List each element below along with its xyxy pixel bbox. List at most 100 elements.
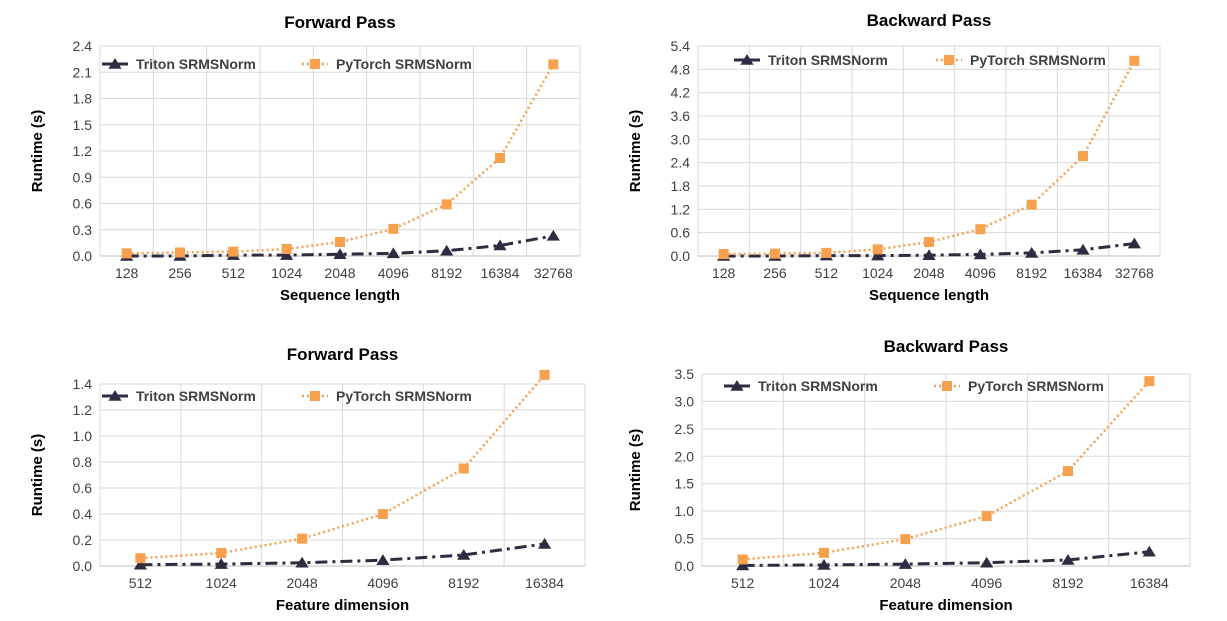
legend: Triton SRMSNorm PyTorch SRMSNorm (724, 378, 1104, 394)
pytorch-data-point (175, 247, 185, 258)
triton-data-point (440, 244, 454, 256)
pytorch-data-point (441, 199, 452, 210)
x-tick-label: 512 (731, 575, 755, 591)
triton-data-point (1127, 237, 1141, 249)
y-tick-label: 1.8 (73, 91, 93, 107)
pytorch-data-point (821, 247, 832, 258)
x-tick-label: 512 (129, 575, 153, 591)
pytorch-data-point (121, 248, 132, 259)
legend-marker-triton (108, 390, 122, 401)
y-tick-label: 2.4 (73, 38, 93, 54)
triton-data-point (537, 537, 552, 549)
y-tick-label: 4.2 (671, 85, 691, 101)
y-tick-label: 3.5 (675, 366, 695, 382)
chart-panel-2: 0.0 0.6 1.2 1.8 2.4 3.0 3.6 4.2 4.8 5.4 128 256 512 1… (627, 11, 1161, 304)
x-tick-label: 128 (712, 265, 736, 281)
y-axis-label: Runtime (s) (29, 110, 46, 193)
triton-data-point (1142, 545, 1156, 557)
triton-data-point (546, 229, 560, 241)
x-tick-label: 4096 (367, 575, 398, 591)
triton-data-point (280, 249, 294, 260)
y-tick-label: 1.2 (671, 201, 691, 217)
pytorch-data-point (1129, 55, 1140, 66)
pytorch-series-line (723, 60, 1136, 256)
x-tick-label: 8192 (1052, 575, 1083, 591)
x-tick-label: 128 (115, 265, 139, 281)
x-tick-label: 512 (815, 265, 839, 281)
x-axis-label: Sequence length (280, 287, 400, 304)
legend-label: Triton SRMSNorm (758, 378, 878, 394)
legend-label: Triton SRMSNorm (136, 388, 256, 404)
x-tick-label: 2048 (287, 575, 318, 591)
y-tick-label: 3.0 (675, 393, 695, 409)
y-tick-label: 1.0 (675, 503, 695, 519)
x-tick-label: 256 (168, 265, 192, 281)
x-tick-label: 16384 (1064, 265, 1103, 281)
pytorch-data-point (975, 224, 986, 235)
legend-marker-triton (740, 54, 754, 65)
legend: Triton SRMSNorm PyTorch SRMSNorm (734, 52, 1106, 68)
triton-data-point (295, 556, 309, 568)
triton-data-point (980, 556, 994, 568)
triton-series-line (140, 542, 545, 567)
pytorch-data-point (872, 244, 883, 255)
x-tick-label: 8192 (1016, 265, 1047, 281)
pytorch-data-point (900, 534, 911, 545)
x-tick-label: 8192 (448, 575, 479, 591)
triton-data-point (133, 558, 148, 570)
y-tick-label: 0.6 (73, 480, 93, 496)
x-axis-label: Feature dimension (276, 597, 409, 614)
chart-panel-1: 0.0 0.3 0.6 0.9 1.2 1.5 1.8 2.1 2.4 128 256 512 1024… (29, 13, 581, 304)
pytorch-data-point (718, 249, 729, 260)
triton-series-line (742, 550, 1150, 567)
pytorch-data-point (924, 237, 934, 247)
x-tick-label: 4096 (378, 265, 409, 281)
triton-data-point (457, 548, 471, 560)
legend-label: PyTorch SRMSNorm (968, 378, 1104, 394)
y-tick-label: 1.4 (73, 376, 93, 392)
triton-data-point (1076, 243, 1090, 255)
legend: Triton SRMSNorm PyTorch SRMSNorm (102, 56, 472, 72)
triton-data-point (922, 249, 936, 261)
triton-data-point (736, 559, 750, 571)
x-tick-label: 2048 (890, 575, 921, 591)
x-tick-label: 16384 (481, 265, 520, 281)
triton-series-line (126, 234, 554, 258)
pytorch-data-point (819, 547, 829, 558)
chart-title: Backward Pass (884, 337, 1009, 356)
y-tick-label: 0.0 (671, 248, 691, 264)
chart-title: Backward Pass (867, 11, 992, 30)
pytorch-data-point (335, 237, 345, 247)
x-tick-label: 16384 (525, 575, 564, 591)
y-tick-label: 0.8 (73, 454, 93, 470)
y-axis-label: Runtime (s) (627, 110, 644, 193)
pytorch-series-line (140, 374, 546, 560)
pytorch-data-point (458, 463, 469, 474)
y-tick-label: 0.0 (73, 558, 93, 574)
x-tick-label: 4096 (971, 575, 1002, 591)
legend-marker-pytorch (310, 391, 320, 401)
triton-data-point (386, 247, 400, 259)
x-tick-label: 2048 (913, 265, 944, 281)
y-tick-label: 1.5 (73, 117, 93, 133)
chart-panel-3: 0.0 0.2 0.4 0.6 0.8 1.0 1.2 1.4 512 1024 2048 4096 8… (29, 345, 586, 614)
x-tick-label: 4096 (965, 265, 996, 281)
pytorch-data-point (281, 244, 292, 254)
x-tick-label: 2048 (324, 265, 355, 281)
y-tick-label: 0.2 (73, 532, 93, 548)
pytorch-data-point (377, 509, 388, 519)
triton-data-point (214, 558, 228, 569)
chart-title: Forward Pass (287, 345, 399, 364)
pytorch-data-point (539, 369, 550, 380)
x-axis-label: Feature dimension (879, 597, 1012, 614)
x-tick-label: 1024 (862, 265, 893, 281)
pytorch-data-point (495, 153, 505, 163)
x-axis-label: Sequence length (869, 287, 989, 304)
pytorch-data-point (216, 548, 227, 558)
legend-label: PyTorch SRMSNorm (970, 52, 1106, 68)
y-axis-label: Runtime (s) (29, 434, 46, 517)
pytorch-data-point (737, 554, 748, 565)
pytorch-data-point (548, 59, 559, 70)
legend-label: PyTorch SRMSNorm (336, 56, 472, 72)
x-tick-label: 1024 (271, 265, 302, 281)
